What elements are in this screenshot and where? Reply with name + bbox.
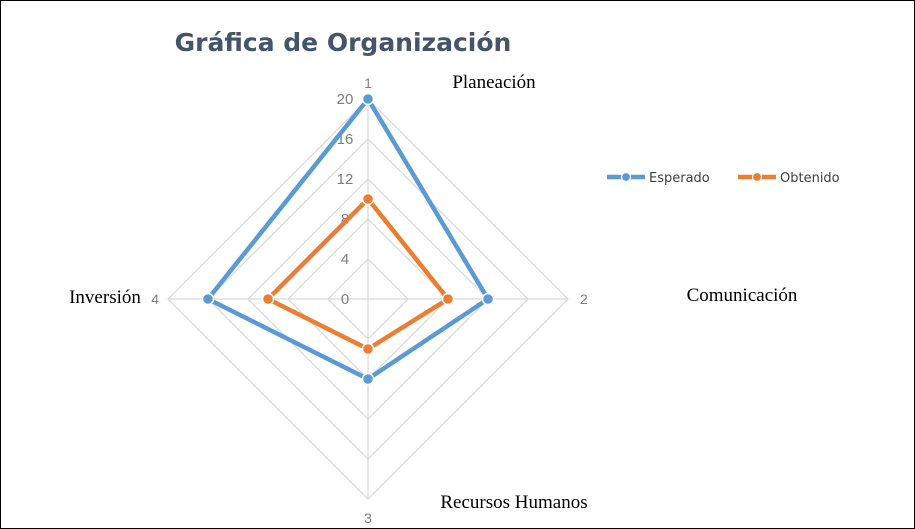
- category-name: Planeación: [452, 72, 536, 93]
- category-number: 4: [151, 291, 159, 307]
- tick-label: 12: [337, 171, 354, 188]
- radar-grid: [167, 98, 569, 500]
- category-name: Comunicación: [687, 285, 798, 306]
- data-point-esperado: [361, 372, 375, 386]
- data-point-esperado: [361, 92, 375, 106]
- legend: Esperado Obtenido: [607, 171, 840, 186]
- legend-label: Obtenido: [780, 171, 840, 186]
- data-point-obtenido: [361, 192, 375, 206]
- data-point-esperado: [481, 292, 495, 306]
- legend-swatch-marker: [620, 171, 632, 183]
- data-point-obtenido: [441, 292, 455, 306]
- tick-label: 0: [341, 291, 349, 308]
- data-point-obtenido: [261, 292, 275, 306]
- category-name: Inversión: [69, 287, 141, 308]
- chart-title: Gráfica de Organización: [175, 28, 512, 57]
- legend-label: Esperado: [649, 171, 710, 186]
- category-labels: 1 Planeación 2 Comunicación 3 Recursos Humano…: [69, 72, 798, 526]
- tick-label: 20: [337, 91, 354, 108]
- data-point-obtenido: [361, 342, 375, 356]
- category-name: Recursos Humanos: [440, 492, 587, 513]
- category-number: 2: [580, 291, 588, 307]
- data-point-esperado: [201, 292, 215, 306]
- tick-label: 4: [341, 251, 349, 268]
- legend-swatch-marker: [751, 171, 763, 183]
- series-layer: [201, 92, 495, 386]
- category-number: 1: [364, 75, 372, 91]
- category-number: 3: [364, 510, 372, 526]
